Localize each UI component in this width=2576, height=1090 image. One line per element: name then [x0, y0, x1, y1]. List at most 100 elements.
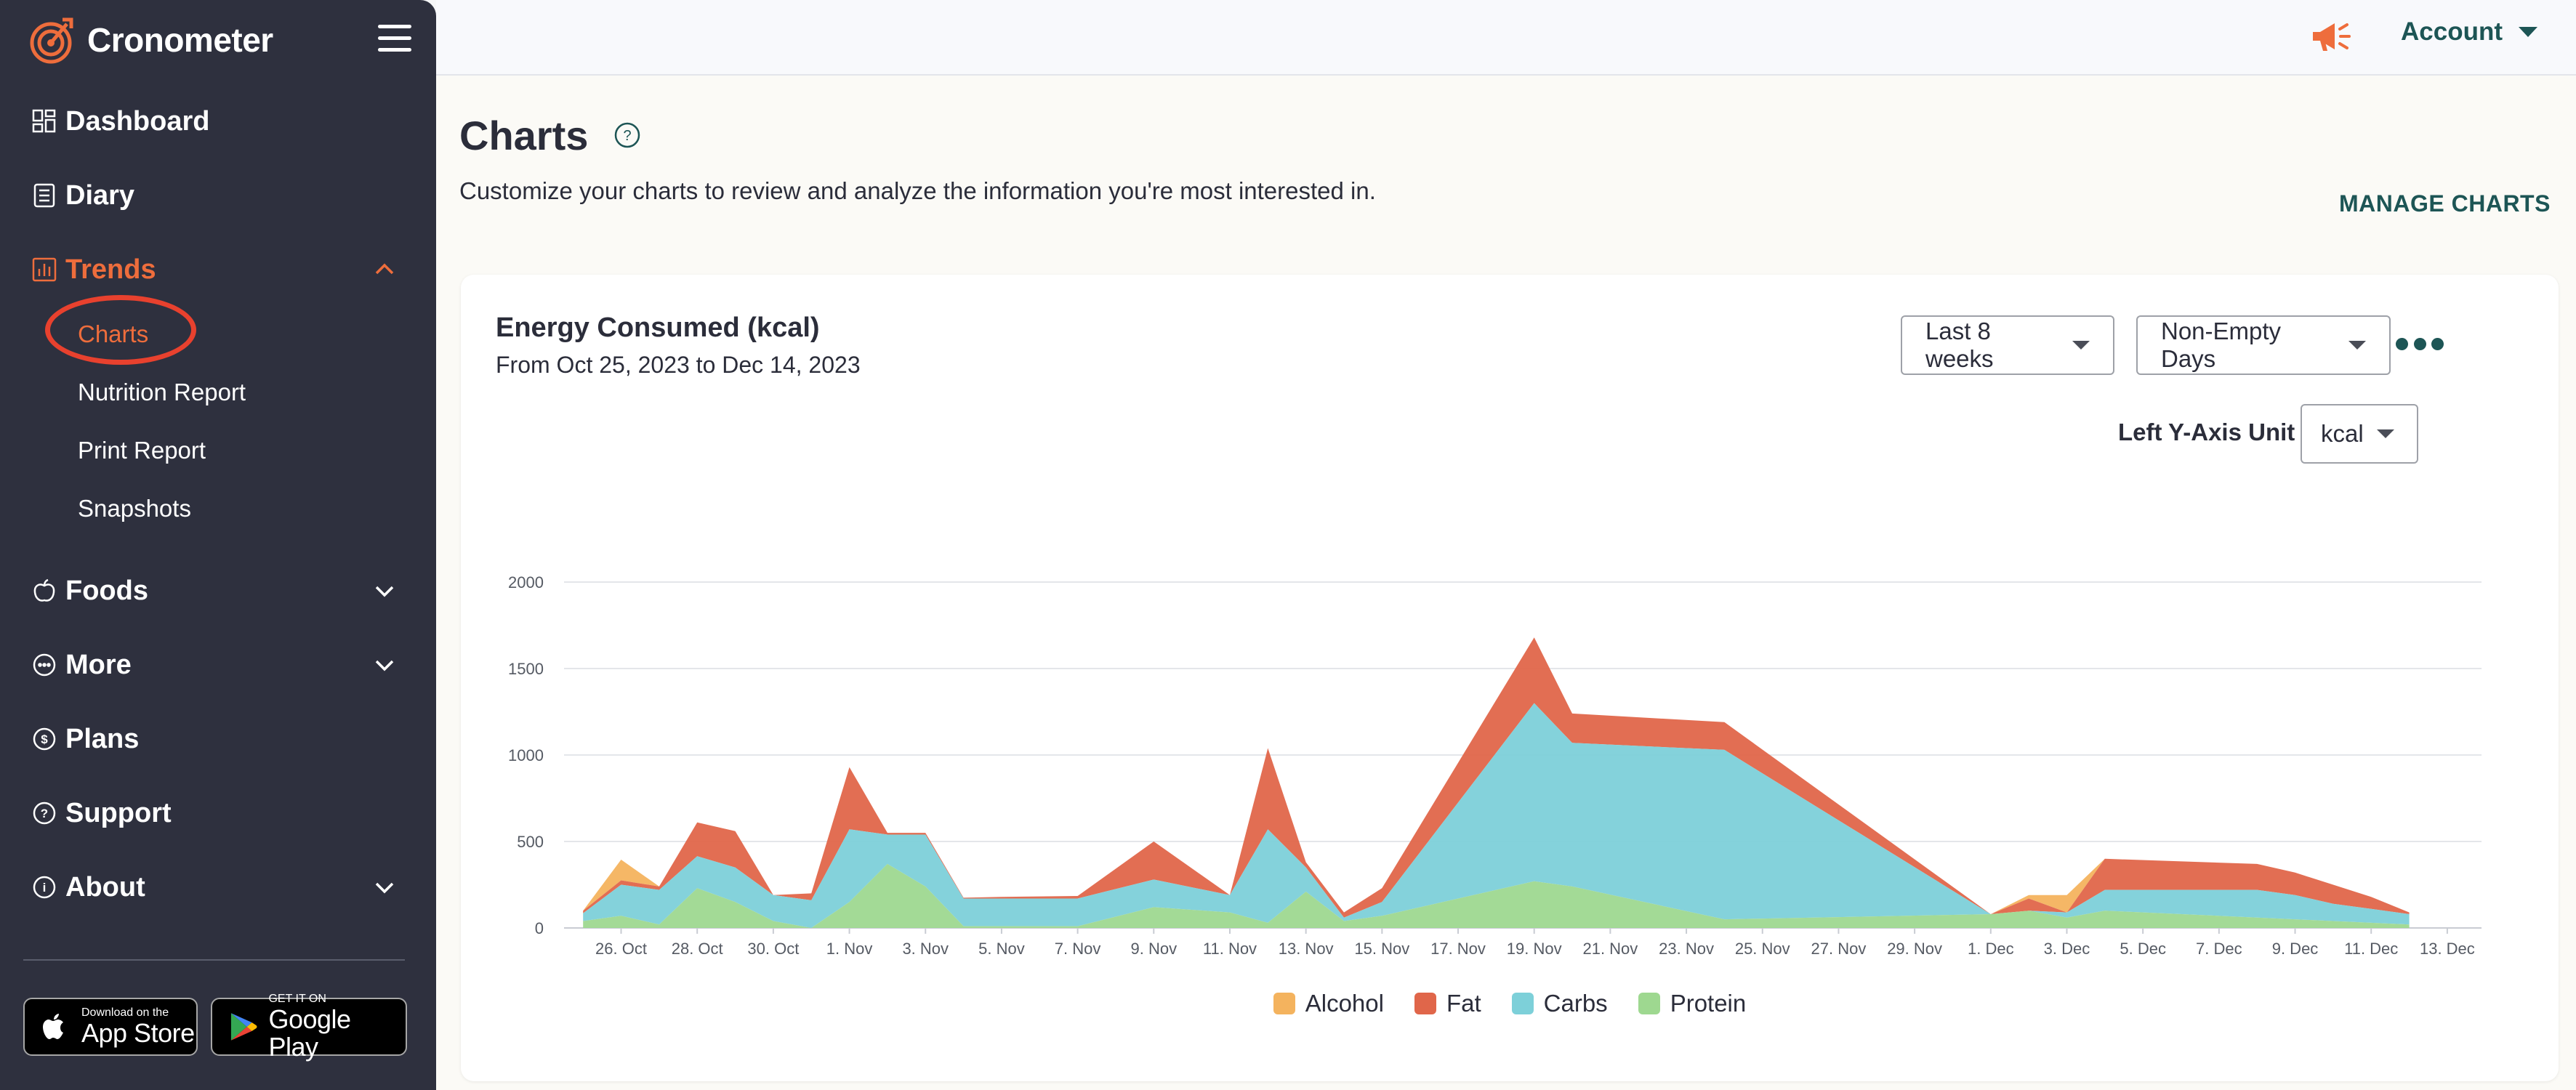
app-store-small-text: Download on the [81, 1006, 169, 1019]
chart-card: Energy Consumed (kcal) From Oct 25, 2023… [461, 275, 2559, 1081]
svg-text:$: $ [41, 732, 48, 746]
more-options-icon[interactable] [2396, 334, 2444, 353]
x-tick-label: 11. Dec [2344, 940, 2398, 958]
nav-label: Dashboard [65, 105, 210, 137]
bar-chart-icon [32, 257, 57, 282]
energy-chart: 0 500 1000 1500 2000 26. Oct 28. Oct 30. Oct 1. … [508, 573, 2482, 958]
x-tick-label: 3. Nov [902, 940, 949, 958]
charts-highlight-circle [45, 295, 196, 365]
nav-trends[interactable]: Trends [32, 244, 395, 295]
sidebar-divider [23, 959, 405, 961]
x-tick-label: 13. Dec [2420, 940, 2475, 958]
x-tick-label: 5. Dec [2120, 940, 2166, 958]
info-circle-icon: i [33, 876, 56, 899]
cronometer-logo-icon [30, 17, 73, 64]
legend-item-fat[interactable]: Fat [1414, 990, 1481, 1017]
nav-label: Trends [65, 254, 156, 285]
main-content: Charts ? Customize your charts to review… [436, 76, 2576, 1090]
google-play-badge[interactable]: GET IT ON Google Play [211, 993, 407, 1061]
dollar-circle-icon: $ [33, 727, 56, 751]
x-tick-label: 26. Oct [595, 940, 647, 958]
x-tick-label: 19. Nov [1507, 940, 1562, 958]
svg-text:?: ? [41, 807, 48, 820]
nav-foods[interactable]: Foods [32, 565, 395, 616]
nav-about[interactable]: i About [32, 862, 395, 913]
y-tick-label: 1000 [508, 746, 544, 764]
legend-swatch [1414, 993, 1436, 1014]
sub-item-charts[interactable]: Charts [78, 320, 149, 347]
help-question-icon[interactable]: ? [613, 121, 642, 150]
x-tick-label: 17. Nov [1430, 940, 1486, 958]
y-axis-unit-select[interactable]: kcal [2301, 404, 2418, 464]
page-description: Customize your charts to review and anal… [459, 177, 1376, 204]
y-tick-label: 1500 [508, 660, 544, 678]
legend-item-carbs[interactable]: Carbs [1511, 990, 1608, 1017]
legend-label: Fat [1446, 990, 1481, 1017]
legend-swatch [1273, 993, 1295, 1014]
chevron-down-icon[interactable] [374, 876, 395, 898]
x-tick-label: 11. Nov [1203, 940, 1257, 958]
caret-down-icon [2519, 27, 2537, 37]
caret-down-icon [2376, 429, 2394, 438]
brand-name: Cronometer [87, 21, 273, 59]
chevron-down-icon[interactable] [374, 580, 395, 602]
x-tick-label: 27. Nov [1811, 940, 1867, 958]
nav-label: More [65, 649, 132, 680]
y-axis-unit-label: Left Y-Axis Unit [2118, 419, 2295, 445]
area-series-carbs [583, 703, 2410, 928]
svg-text:i: i [43, 881, 47, 895]
nav-label: Support [65, 797, 172, 828]
days-select-value: Non-Empty Days [2161, 318, 2282, 372]
more-circle-icon [33, 653, 56, 677]
caret-down-icon [2348, 341, 2366, 350]
hamburger-menu-icon[interactable] [378, 25, 411, 52]
days-select[interactable]: Non-Empty Days [2136, 315, 2391, 375]
x-tick-label: 23. Nov [1659, 940, 1714, 958]
range-select[interactable]: Last 8 weeks [1901, 315, 2114, 375]
caret-down-icon [2072, 341, 2090, 350]
nav-label: Plans [65, 723, 140, 754]
manage-charts-button[interactable]: MANAGE CHARTS [2339, 190, 2551, 217]
y-tick-label: 2000 [508, 573, 544, 592]
question-circle-icon: ? [33, 802, 56, 825]
chart-date-range: From Oct 25, 2023 to Dec 14, 2023 [496, 352, 861, 378]
x-tick-label: 13. Nov [1279, 940, 1334, 958]
legend-swatch [1638, 993, 1660, 1014]
x-tick-label: 3. Dec [2044, 940, 2090, 958]
x-tick-label: 28. Oct [672, 940, 723, 958]
chevron-down-icon[interactable] [374, 654, 395, 676]
megaphone-icon[interactable] [2310, 19, 2352, 54]
nav-label: About [65, 871, 145, 903]
sub-item-snapshots[interactable]: Snapshots [78, 495, 191, 522]
top-bar: Account [436, 0, 2576, 76]
nav-diary[interactable]: Diary [32, 170, 395, 221]
chart-title: Energy Consumed (kcal) [496, 312, 820, 343]
y-tick-label: 500 [517, 833, 544, 851]
legend-label: Protein [1670, 990, 1747, 1017]
nav-support[interactable]: ? Support [32, 788, 395, 839]
sub-item-nutrition-report[interactable]: Nutrition Report [78, 379, 246, 405]
x-tick-label: 21. Nov [1582, 940, 1638, 958]
legend-item-protein[interactable]: Protein [1638, 990, 1747, 1017]
x-tick-label: 7. Dec [2196, 940, 2242, 958]
x-tick-label: 25. Nov [1735, 940, 1790, 958]
chevron-up-icon[interactable] [374, 259, 395, 280]
x-tick-label: 9. Nov [1130, 940, 1177, 958]
app-store-big-text: App Store [81, 1018, 195, 1048]
brand[interactable]: Cronometer [26, 7, 273, 73]
chart-legend: Alcohol Fat Carbs Protein [461, 990, 2559, 1017]
nav-more[interactable]: More [32, 639, 395, 690]
account-menu[interactable]: Account [2401, 17, 2537, 47]
nav-plans[interactable]: $ Plans [32, 714, 395, 764]
y-axis-unit-value: kcal [2321, 420, 2364, 447]
apple-logo-icon [43, 1014, 63, 1039]
legend-item-alcohol[interactable]: Alcohol [1273, 990, 1384, 1017]
sub-item-print-report[interactable]: Print Report [78, 437, 206, 464]
google-play-small-text: GET IT ON [268, 993, 326, 1005]
nav-dashboard[interactable]: Dashboard [32, 96, 395, 147]
nav-label: Foods [65, 575, 148, 606]
diary-list-icon [33, 183, 55, 208]
app-store-badge[interactable]: Download on the App Store [23, 998, 198, 1056]
legend-label: Alcohol [1305, 990, 1384, 1017]
x-tick-label: 7. Nov [1055, 940, 1101, 958]
